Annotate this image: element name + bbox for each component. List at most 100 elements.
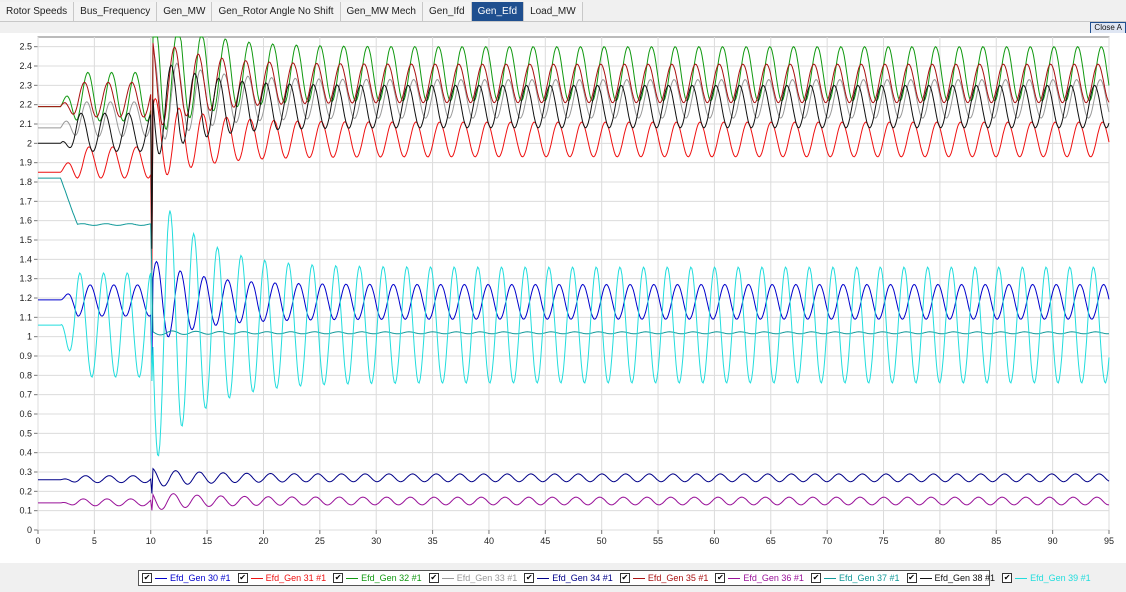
series-line-10	[38, 210, 1110, 457]
legend-swatch	[346, 577, 359, 579]
legend-label: Efd_Gen 37 #1	[838, 573, 900, 583]
y-tick-label: 0.6	[19, 409, 32, 419]
y-tick-label: 1.4	[19, 254, 32, 264]
legend-checkbox[interactable]: ✔	[524, 573, 535, 583]
legend-checkbox[interactable]: ✔	[810, 573, 821, 583]
legend-checkbox[interactable]: ✔	[906, 573, 917, 583]
legend-checkbox[interactable]: ✔	[142, 573, 152, 583]
legend-item[interactable]: ✔ Efd_Gen 39 #1	[999, 573, 1091, 583]
legend-checkbox[interactable]: ✔	[715, 573, 726, 583]
legend-swatch	[441, 577, 454, 579]
legend-checkbox[interactable]: ✔	[237, 573, 248, 583]
legend-item[interactable]: ✔ Efd_Gen 33 #1	[426, 573, 518, 583]
legend-label: Efd_Gen 38 #1	[934, 573, 996, 583]
x-tick-label: 45	[540, 536, 550, 546]
y-tick-label: 0	[27, 525, 32, 535]
series-line-8	[38, 177, 1110, 336]
x-tick-label: 30	[371, 536, 381, 546]
legend-checkbox[interactable]: ✔	[428, 573, 439, 583]
y-tick-label: 0.4	[19, 448, 32, 458]
series-line-1	[38, 260, 1110, 363]
y-tick-label: 1.2	[19, 293, 32, 303]
x-tick-label: 75	[879, 536, 889, 546]
series-line-3	[38, 36, 1110, 223]
legend-item[interactable]: ✔ Efd_Gen 31 #1	[235, 573, 327, 583]
legend-item[interactable]: ✔ Efd_Gen 38 #1	[904, 573, 996, 583]
legend-label: Efd_Gen 39 #1	[1030, 573, 1091, 583]
legend-label: Efd_Gen 32 #1	[361, 573, 422, 583]
legend-checkbox[interactable]: ✔	[619, 573, 630, 583]
legend-checkbox[interactable]: ✔	[333, 573, 344, 583]
legend-swatch	[250, 577, 263, 579]
tab-gen-rotor-angle-no-shift[interactable]: Gen_Rotor Angle No Shift	[212, 2, 341, 21]
x-tick-label: 95	[1104, 536, 1114, 546]
legend-item[interactable]: ✔ Efd_Gen 37 #1	[808, 573, 900, 583]
y-tick-label: 1.3	[19, 274, 32, 284]
y-tick-label: 0.2	[19, 486, 32, 496]
y-tick-label: 2.5	[19, 42, 32, 52]
x-tick-label: 40	[484, 536, 494, 546]
x-tick-label: 50	[597, 536, 607, 546]
x-tick-label: 35	[428, 536, 438, 546]
y-tick-label: 0.1	[19, 506, 32, 516]
x-tick-label: 5	[92, 536, 97, 546]
legend-swatch	[632, 577, 645, 579]
x-tick-label: 80	[935, 536, 945, 546]
y-tick-label: 2.3	[19, 80, 32, 90]
tab-gen-ifd[interactable]: Gen_Ifd	[422, 2, 472, 21]
y-tick-label: 0.8	[19, 370, 32, 380]
y-tick-label: 2.2	[19, 100, 32, 110]
x-tick-label: 20	[258, 536, 268, 546]
tab-bus-frequency[interactable]: Bus_Frequency	[74, 2, 158, 21]
legend-item[interactable]: ✔ Efd_Gen 34 #1	[521, 573, 613, 583]
y-tick-label: 2.1	[19, 119, 32, 129]
series-line-4	[38, 50, 1110, 238]
tab-gen-mw[interactable]: Gen_MW	[157, 2, 213, 21]
x-tick-label: 55	[653, 536, 663, 546]
y-tick-label: 0.3	[19, 467, 32, 477]
legend-item[interactable]: ✔ Efd_Gen 36 #1	[712, 573, 804, 583]
tab-gen-mw-mech[interactable]: Gen_MW Mech	[340, 2, 423, 21]
x-tick-label: 85	[991, 536, 1001, 546]
legend-checkbox[interactable]: ✔	[1002, 573, 1013, 583]
legend-label: Efd_Gen 33 #1	[456, 573, 518, 583]
x-tick-label: 15	[202, 536, 212, 546]
x-tick-label: 70	[822, 536, 832, 546]
chart-legend: ✔ Efd_Gen 30 #1 ✔ Efd_Gen 31 #1 ✔ Efd_Gen 32 …	[138, 570, 1091, 586]
y-tick-label: 1	[27, 332, 32, 342]
legend-item[interactable]: ✔ Efd_Gen 30 #1	[139, 573, 231, 583]
y-tick-label: 1.7	[19, 196, 32, 206]
x-tick-label: 90	[1048, 536, 1058, 546]
x-tick-label: 25	[315, 536, 325, 546]
y-tick-label: 1.1	[19, 312, 32, 322]
x-tick-label: 65	[766, 536, 776, 546]
chart-area: 0 0.1 0.2 0.3 0.4 0.5 0.6 0.7 0.8 0.9 1 1.1 1.2 1.3 1.…	[0, 33, 1126, 563]
legend-swatch	[537, 577, 550, 579]
tab-gen-efd[interactable]: Gen_Efd	[471, 2, 525, 21]
legend-label: Efd_Gen 31 #1	[265, 573, 327, 583]
y-tick-label: 2.4	[19, 61, 32, 71]
legend-label: Efd_Gen 35 #1	[647, 573, 709, 583]
tab-rotor-speeds[interactable]: Rotor Speeds	[0, 2, 75, 21]
series-line-9	[38, 64, 1110, 249]
x-tick-label: 10	[146, 536, 156, 546]
legend-item[interactable]: ✔ Efd_Gen 32 #1	[330, 573, 422, 583]
y-tick-label: 0.9	[19, 351, 32, 361]
y-tick-label: 1.8	[19, 177, 32, 187]
y-tick-label: 2	[27, 138, 32, 148]
series-line-5	[38, 467, 1110, 494]
tab-load-mw[interactable]: Load_MW	[524, 2, 583, 21]
x-tick-label: 60	[709, 536, 719, 546]
y-tick-label: 1.9	[19, 158, 32, 168]
y-tick-label: 1.5	[19, 235, 32, 245]
legend-label: Efd_Gen 36 #1	[743, 573, 804, 583]
series-line-6	[38, 42, 1110, 223]
efd-line-chart: 0 0.1 0.2 0.3 0.4 0.5 0.6 0.7 0.8 0.9 1 1.1 1.2 1.3 1.…	[19, 36, 1114, 546]
legend-swatch	[823, 577, 836, 579]
y-tick-label: 0.7	[19, 390, 32, 400]
legend-swatch	[919, 577, 932, 579]
y-tick-label: 1.6	[19, 216, 32, 226]
legend-item[interactable]: ✔ Efd_Gen 35 #1	[617, 573, 709, 583]
series-line-7	[38, 492, 1110, 511]
legend-swatch	[728, 577, 741, 579]
